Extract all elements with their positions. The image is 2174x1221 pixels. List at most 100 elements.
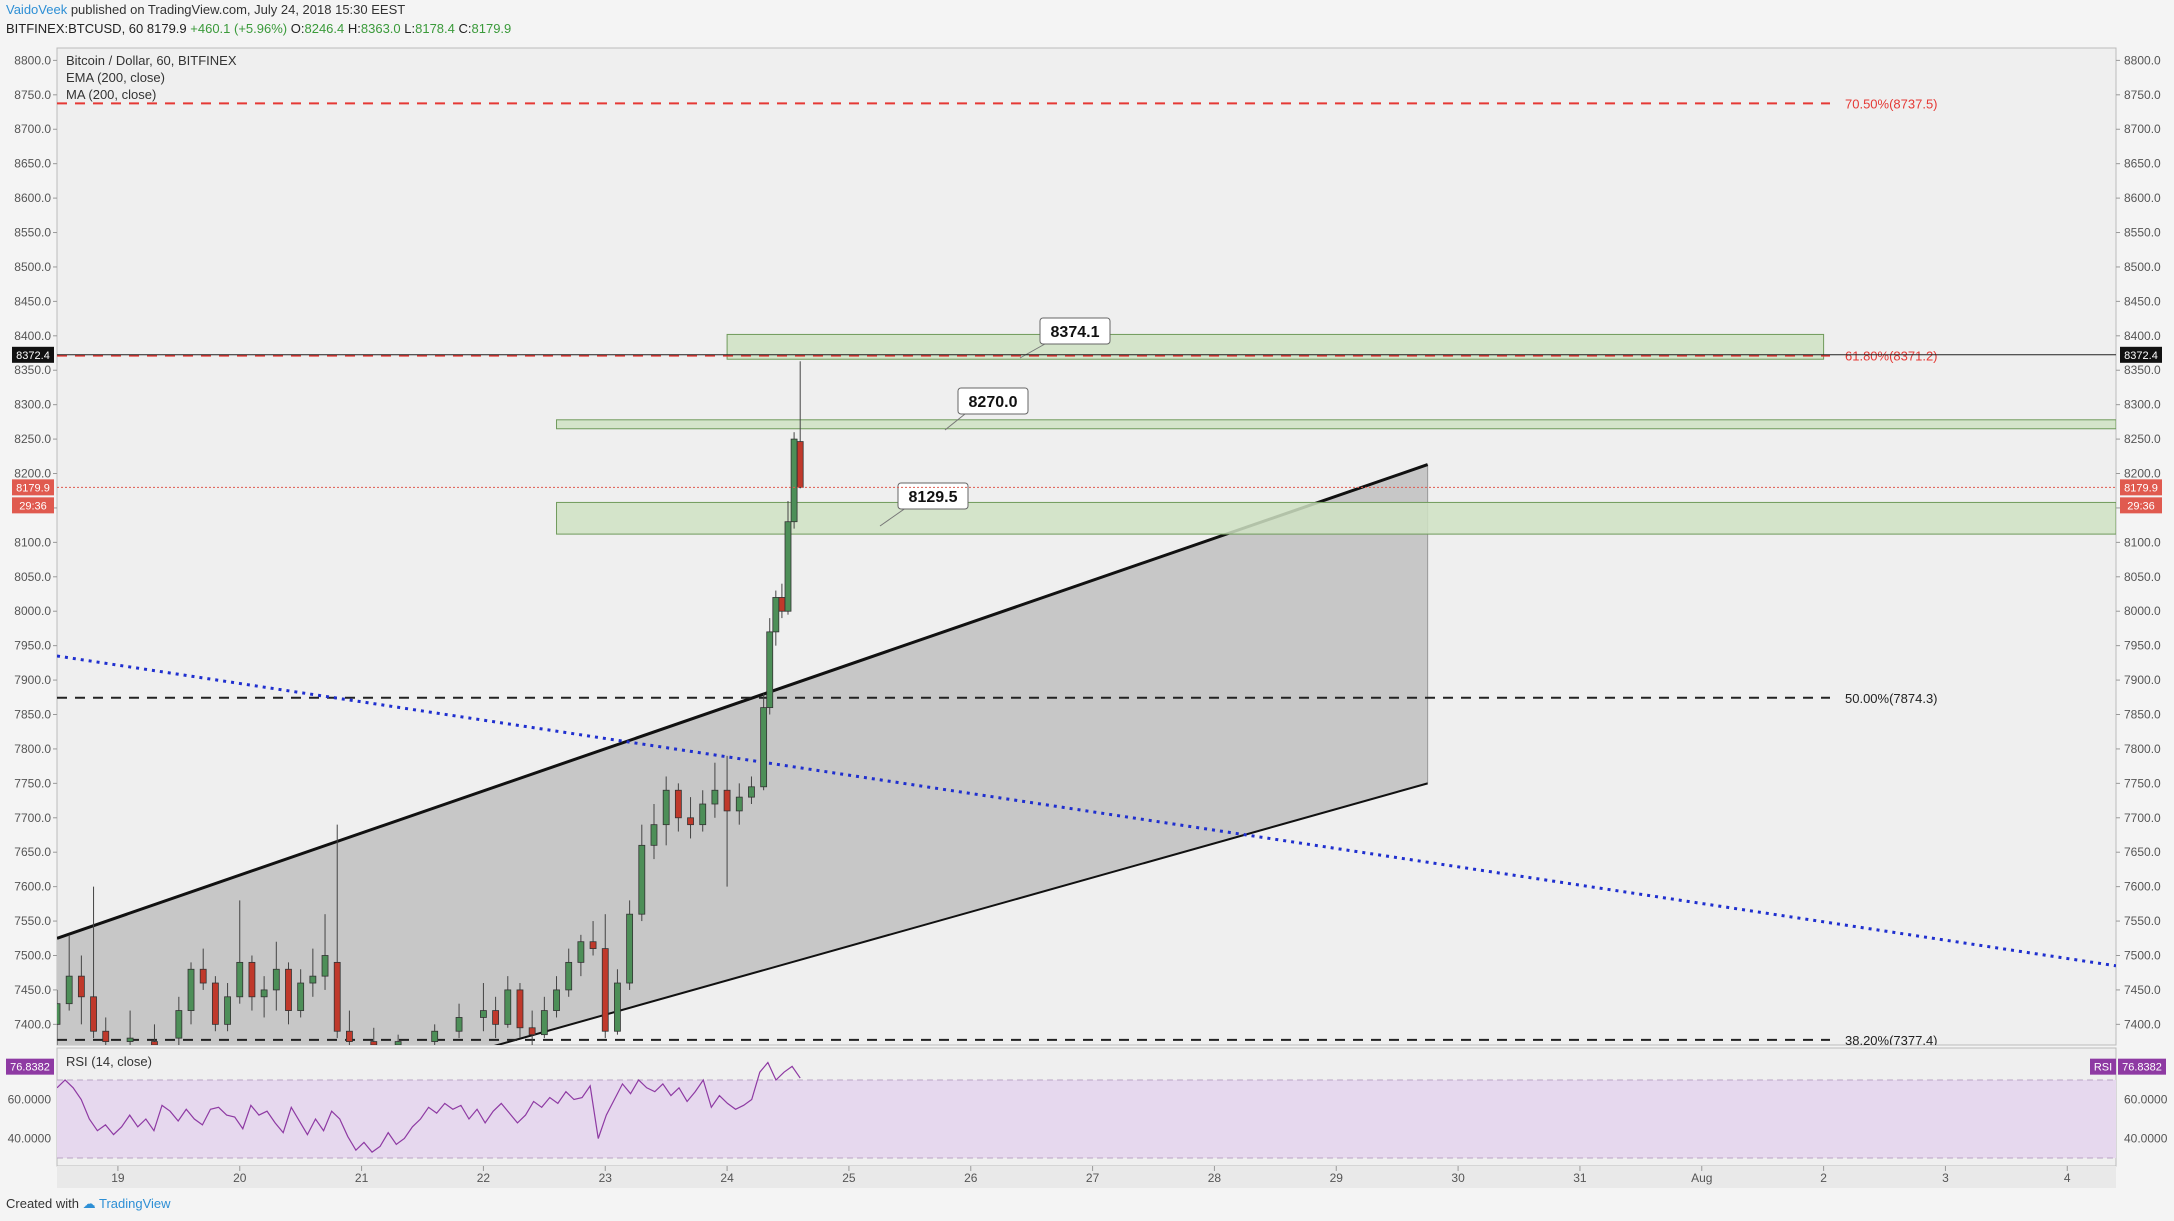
low-value: 8178.4 xyxy=(415,21,455,36)
y-tick-label-right: 8800.0 xyxy=(2124,53,2161,67)
candle-body xyxy=(735,796,743,812)
rsi-tick-right: 60.0000 xyxy=(2124,1093,2168,1107)
channel-lower-line xyxy=(493,782,1428,1045)
y-tick-label-right: 8600.0 xyxy=(2124,191,2161,205)
rsi-label: RSI (14, close) xyxy=(66,1054,152,1069)
change-value: +460.1 (+5.96%) xyxy=(190,21,288,36)
x-tick-label: 29 xyxy=(1330,1171,1344,1185)
y-tick-label-right: 8300.0 xyxy=(2124,398,2161,412)
y-tick-label-left: 8450.0 xyxy=(14,294,51,308)
candle-body xyxy=(601,948,609,1032)
footer: Created with ☁ TradingView xyxy=(6,1196,171,1212)
candle-body xyxy=(565,961,573,991)
candle-body xyxy=(321,955,329,977)
symbol-label: BITFINEX:BTCUSD, 60 xyxy=(6,21,144,36)
candle-body xyxy=(766,631,774,709)
candle-body xyxy=(224,996,231,1025)
candle-body xyxy=(187,968,195,1011)
candle-body xyxy=(528,1027,536,1036)
y-tick-label-right: 7700.0 xyxy=(2124,811,2161,825)
candle-body xyxy=(540,1010,548,1036)
symbol-bar: BITFINEX:BTCUSD, 60 8179.9 +460.1 (+5.96… xyxy=(6,21,511,36)
zone-callout-label: 8270.0 xyxy=(969,394,1018,411)
y-tick-label-right: 7800.0 xyxy=(2124,742,2161,756)
candle-body xyxy=(589,941,597,950)
indicator-legend: MA (200, close) xyxy=(66,87,156,102)
x-tick-label: 27 xyxy=(1086,1171,1100,1185)
y-tick-label-left: 8000.0 xyxy=(14,604,51,618)
candle-body xyxy=(480,1010,487,1018)
y-tick-label-left: 7750.0 xyxy=(14,776,51,790)
y-tick-label-right: 7900.0 xyxy=(2124,673,2161,687)
x-tick-label: 21 xyxy=(355,1171,369,1185)
callout-box xyxy=(957,387,1029,415)
y-tick-label-left: 8050.0 xyxy=(14,570,51,584)
candle-body xyxy=(711,789,719,805)
x-tick-label: 23 xyxy=(599,1171,613,1185)
channel-area xyxy=(57,464,1428,1045)
rsi-tag-bg xyxy=(2090,1058,2116,1075)
candle-body xyxy=(126,1037,134,1042)
crosshair-price-badge-left: 8372.4 xyxy=(16,350,50,362)
candle-body xyxy=(333,961,341,1032)
candle-body xyxy=(248,961,256,998)
y-tick-label-left: 7400.0 xyxy=(14,1017,51,1031)
close-value: 8179.9 xyxy=(471,21,512,36)
y-tick-label-left: 7800.0 xyxy=(14,742,51,756)
rsi-value-badge-right: 76.8382 xyxy=(2122,1062,2162,1074)
fib-level-label: 70.50%(8737.5) xyxy=(1845,96,1938,111)
tradingview-logo-icon: ☁ xyxy=(82,1196,96,1211)
open-label: O: xyxy=(290,21,305,36)
x-tick-label: 28 xyxy=(1208,1171,1222,1185)
time-axis xyxy=(57,1166,2116,1188)
candle-body xyxy=(790,438,798,523)
y-tick-label-right: 8550.0 xyxy=(2124,226,2161,240)
resistance-zone xyxy=(556,501,2116,535)
x-tick-label: 31 xyxy=(1573,1171,1587,1185)
rsi-value-badge-left: 76.8382 xyxy=(10,1062,50,1074)
x-tick-label: Aug xyxy=(1691,1171,1712,1185)
author-link[interactable]: VaidoVeek xyxy=(6,2,68,17)
low-label: L: xyxy=(404,21,416,36)
y-tick-label-left: 8750.0 xyxy=(14,88,51,102)
open-value: 8246.4 xyxy=(304,21,345,36)
y-tick-label-right: 7850.0 xyxy=(2124,708,2161,722)
rsi-band xyxy=(57,1080,2116,1158)
tradingview-link[interactable]: TradingView xyxy=(99,1196,171,1211)
candle-body xyxy=(199,968,207,984)
y-tick-label-left: 7600.0 xyxy=(14,880,51,894)
candle-body xyxy=(504,989,512,1025)
y-tick-label-right: 8200.0 xyxy=(2124,467,2161,481)
price-layer: 8374.1 8270.0 8129.5 70.50%(8737.5) 61.80%(8… xyxy=(57,96,2116,1048)
candle-body xyxy=(102,1030,110,1042)
rsi-tick-left: 60.0000 xyxy=(8,1093,52,1107)
candle-body xyxy=(151,1041,158,1045)
callout-box xyxy=(897,482,969,510)
y-tick-label-left: 7650.0 xyxy=(14,845,51,859)
y-tick-label-right: 7550.0 xyxy=(2124,914,2161,928)
x-tick-label: 26 xyxy=(964,1171,978,1185)
countdown-badge-left-bg xyxy=(12,497,54,514)
candle-body xyxy=(175,1010,183,1039)
x-tick-label: 4 xyxy=(2064,1171,2071,1185)
y-tick-label-left: 7550.0 xyxy=(14,914,51,928)
y-tick-label-left: 7850.0 xyxy=(14,708,51,722)
y-tick-label-left: 7700.0 xyxy=(14,811,51,825)
rsi-tick-left: 40.0000 xyxy=(8,1132,52,1146)
candle-body xyxy=(272,968,280,991)
candle-body xyxy=(784,521,792,612)
y-tick-label-right: 7950.0 xyxy=(2124,639,2161,653)
publish-header: VaidoVeek published on TradingView.com, … xyxy=(6,2,405,17)
last-price-badge-right: 8179.9 xyxy=(2124,482,2158,494)
y-tick-label-left: 8550.0 xyxy=(14,226,51,240)
y-tick-label-left: 8400.0 xyxy=(14,329,51,343)
candle-body xyxy=(90,996,97,1032)
crosshair-price-badge-right-bg xyxy=(2120,346,2162,363)
rsi-value-badge-left-bg xyxy=(6,1058,54,1075)
y-tick-label-right: 7750.0 xyxy=(2124,776,2161,790)
fib-level-label: 38.20%(7377.4) xyxy=(1845,1033,1938,1048)
candle-body xyxy=(674,789,682,819)
candle-body xyxy=(65,975,73,1005)
rsi-line xyxy=(57,1061,801,1153)
